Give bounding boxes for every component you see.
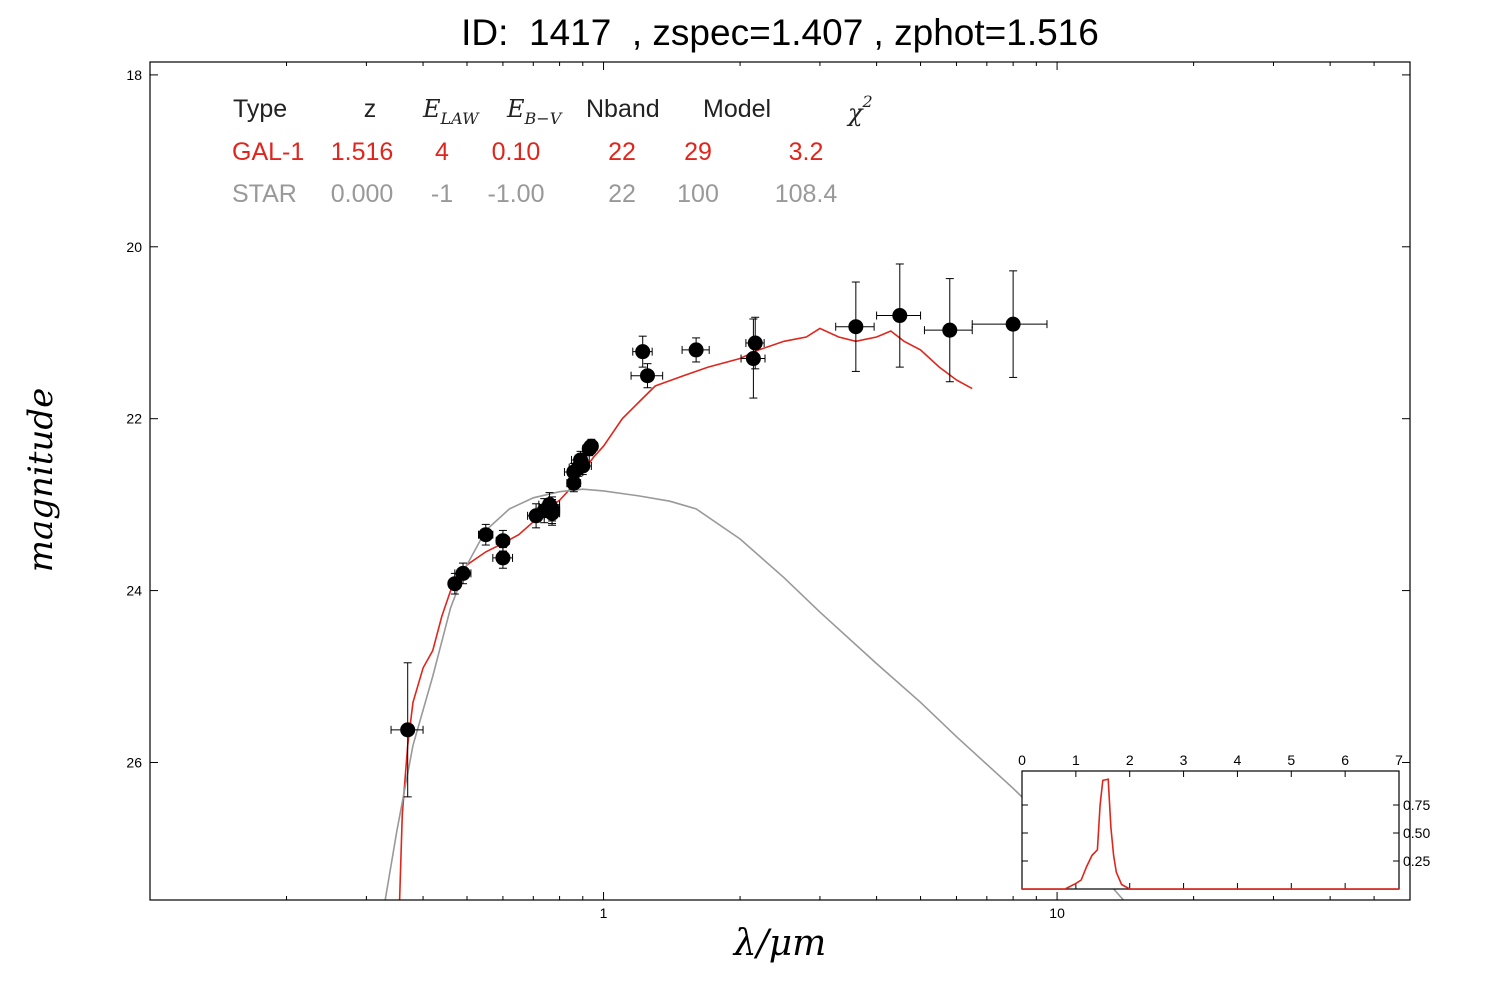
model-line-star xyxy=(384,488,1124,900)
legend-header-ebv-subscript: B−V xyxy=(524,109,563,128)
inset-x-tick-label: 3 xyxy=(1180,752,1188,768)
data-point-marker xyxy=(848,319,864,335)
data-point xyxy=(745,316,765,370)
legend-row-nband: 22 xyxy=(608,138,636,166)
legend-row-elaw: -1 xyxy=(431,180,453,208)
legend-row-ebv: -1.00 xyxy=(488,180,545,208)
plot-frame xyxy=(149,61,1411,901)
legend-header-model: Model xyxy=(703,95,771,123)
inset-y-tick-label: 0.50 xyxy=(1403,825,1430,841)
data-point xyxy=(835,281,875,372)
legend-header-chi2: χ2 xyxy=(846,92,873,127)
data-point-marker xyxy=(566,475,582,491)
pdz-inset: 0 1 2 3 4 5 6 7 0.25 0.50 0.75 xyxy=(1018,752,1430,890)
data-point xyxy=(447,572,463,595)
data-point xyxy=(923,278,973,383)
y-tick-label: 20 xyxy=(126,239,142,255)
y-tick-label: 24 xyxy=(126,583,142,599)
y-axis-label: magnitude xyxy=(21,388,61,573)
inset-frame xyxy=(1021,770,1400,890)
data-point-marker xyxy=(688,342,704,358)
data-point-marker xyxy=(544,501,560,517)
y-tick-label: 22 xyxy=(126,411,142,427)
legend-header-type: Type xyxy=(233,95,287,123)
data-point xyxy=(876,263,922,368)
data-point-marker xyxy=(635,344,651,360)
data-point xyxy=(632,335,653,368)
inset-x-tick-label: 1 xyxy=(1072,752,1080,768)
data-point xyxy=(971,270,1048,378)
data-point xyxy=(740,318,766,399)
legend-header-elaw-subscript: LAW xyxy=(440,109,481,128)
data-point-marker xyxy=(495,550,511,566)
data-point xyxy=(566,474,582,493)
inset-y-tick-label: 0.75 xyxy=(1403,797,1430,813)
pdz-line xyxy=(1022,778,1399,889)
data-point xyxy=(477,523,494,546)
data-point-marker xyxy=(892,308,908,324)
data-point-marker xyxy=(1005,316,1021,332)
data-point-marker xyxy=(745,351,761,367)
inset-x-tick-label: 7 xyxy=(1395,752,1403,768)
x-tick-label: 1 xyxy=(600,905,608,921)
data-point-marker xyxy=(639,368,655,384)
inset-y-tick-label: 0.25 xyxy=(1403,853,1430,869)
x-tick-label: 10 xyxy=(1049,905,1065,921)
y-tick-label: 18 xyxy=(126,67,142,83)
legend-row-chi2: 3.2 xyxy=(789,138,824,166)
model-curves xyxy=(384,327,1124,900)
inset-x-tick-label: 2 xyxy=(1126,752,1134,768)
data-point-marker xyxy=(575,458,591,474)
data-point-marker xyxy=(447,576,463,592)
legend-header-z: z xyxy=(364,95,377,123)
legend-row-z: 1.516 xyxy=(331,138,394,166)
legend-header-elaw: ELAW xyxy=(422,95,480,128)
data-point xyxy=(492,547,514,569)
y-tick-label: 26 xyxy=(126,754,142,770)
data-point-marker xyxy=(495,533,511,549)
photometry-points xyxy=(390,263,1048,798)
legend-row-elaw: 4 xyxy=(435,138,449,166)
x-axis-label: λ/μm xyxy=(732,923,826,964)
inset-x-tick-label: 0 xyxy=(1018,752,1026,768)
inset-x-tick-label: 4 xyxy=(1234,752,1242,768)
chart-title: ID: 1417 , zspec=1.407 , zphot=1.516 xyxy=(461,12,1099,53)
legend-row-type: STAR xyxy=(232,180,297,208)
data-point-marker xyxy=(455,565,471,581)
legend-row-ebv: 0.10 xyxy=(492,138,541,166)
legend-row-chi2: 108.4 xyxy=(775,180,838,208)
inset-x-tick-label: 5 xyxy=(1287,752,1295,768)
data-point-marker xyxy=(747,335,763,351)
legend-row-model: 100 xyxy=(677,180,719,208)
data-point-marker xyxy=(478,527,494,543)
data-point xyxy=(583,438,599,454)
data-point xyxy=(573,456,592,476)
data-point-marker xyxy=(400,722,416,738)
legend-row-model: 29 xyxy=(684,138,712,166)
legend-row-type: GAL-1 xyxy=(232,138,304,166)
legend-row-nband: 22 xyxy=(608,180,636,208)
legend-header-chi2-superscript: 2 xyxy=(862,92,873,111)
data-point xyxy=(543,496,561,522)
inset-x-tick-label: 6 xyxy=(1341,752,1349,768)
data-point-marker xyxy=(942,322,958,338)
data-point xyxy=(681,337,710,363)
data-point xyxy=(454,562,472,585)
legend-row-z: 0.000 xyxy=(331,180,394,208)
legend-header-ebv: EB−V xyxy=(506,95,563,128)
fit-legend-table: Type z ELAW EB−V Nband Model χ2 GAL-1 1.516 4 0.10… xyxy=(232,92,873,208)
legend-header-nband: Nband xyxy=(586,95,660,123)
data-point xyxy=(390,662,424,798)
model-line-gal-1 xyxy=(398,327,973,900)
inset-plot-area xyxy=(1022,778,1399,889)
data-point xyxy=(630,363,664,389)
data-point-marker xyxy=(583,438,599,454)
